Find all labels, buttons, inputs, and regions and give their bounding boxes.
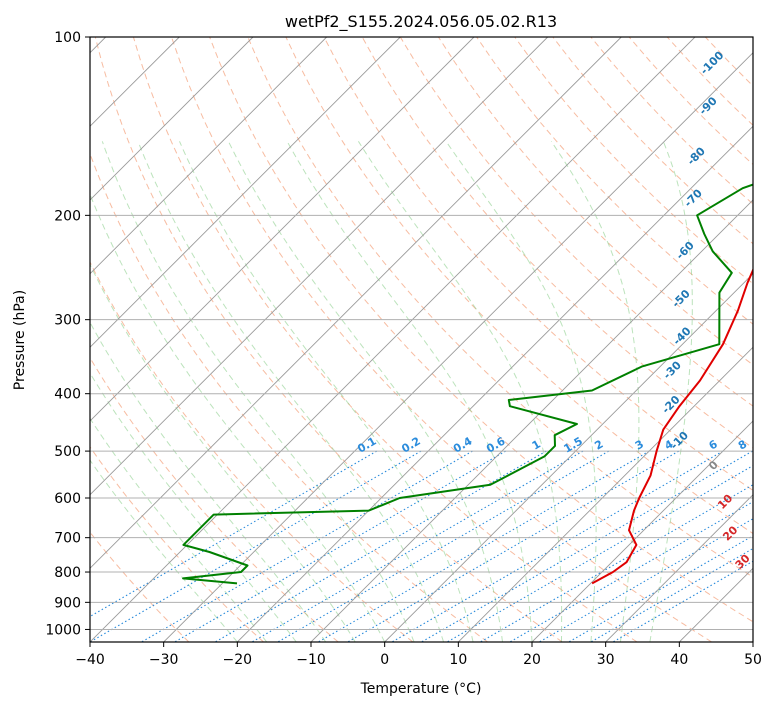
dry-adiabat-line [247,37,753,578]
x-tick-label: 30 [597,652,615,668]
y-tick-label: 700 [54,531,81,547]
isotherm-line [90,37,696,642]
isotherm-line [605,494,753,642]
y-tick-label: 800 [54,565,81,581]
x-tick-label: 10 [449,652,467,668]
y-tick-label: 900 [54,595,81,611]
isotherm-line [163,52,753,642]
y-tick-label: 1000 [45,622,81,638]
y-tick-label: 100 [54,30,81,46]
isobars [90,37,753,630]
isotherm-line [90,37,254,201]
isotherm-line [531,420,753,642]
isotherm-line [310,199,753,642]
y-tick-label: 200 [54,208,81,224]
dry-adiabat-line [94,37,563,642]
dry-adiabat-line [132,37,638,642]
plot-frame [89,36,754,643]
isotherm-line [384,273,753,642]
isotherm-line [90,37,475,422]
x-tick-label: 0 [380,652,389,668]
isotherms [90,37,753,642]
isotherm-line [90,37,328,275]
dewpoint-line [182,183,753,585]
y-tick-label: 600 [54,491,81,507]
isotherm-line [90,37,549,496]
x-tick-label: 40 [670,652,688,668]
dry-adiabat-line [90,260,414,642]
plot-area: -100-90-80-70-60-50-40-30-20-100.1 0.2 0.4… [90,37,753,642]
x-tick-label: 50 [744,652,762,668]
isotherm-line [90,37,622,569]
dry-adiabat-line [209,37,753,623]
dry-adiabat-line [90,446,264,642]
dry-adiabat-line [285,37,753,535]
chart-title: wetPf2_S155.2024.056.05.02.R13 [285,12,557,32]
x-tick-label: −30 [149,652,179,668]
dry-adiabat-line [171,37,712,642]
temperature-line [591,267,753,585]
isotherm-line [90,37,401,348]
isotherm-line [457,346,753,642]
x-tick-label: −40 [75,652,105,668]
dry-adiabat-line [476,37,753,325]
x-axis-label: Temperature (°C) [360,681,482,697]
dry-adiabat-line [514,37,753,285]
y-tick-label: 500 [54,444,81,460]
sounding-series [182,183,753,585]
x-tick-label: −20 [223,652,253,668]
x-tick-label: −10 [296,652,326,668]
isotherm-line [236,125,753,642]
x-tick-label: 20 [523,652,541,668]
axes: −40 −30 −20 −10 0 10 20 30 40 50 100 200 300 400 500 60… [45,30,762,668]
y-tick-label: 400 [54,387,81,403]
y-tick-label: 300 [54,313,81,329]
dry-adiabat-line [90,356,339,642]
y-axis-label: Pressure (hPa) [12,290,28,390]
